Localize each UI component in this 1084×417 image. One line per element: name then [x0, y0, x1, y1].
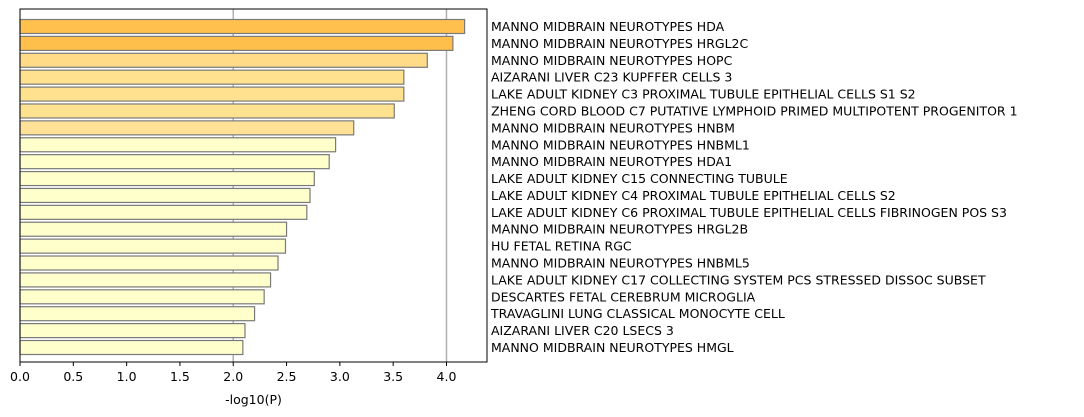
axes-frame — [19, 8, 488, 363]
category-label: LAKE ADULT KIDNEY C3 PROXIMAL TUBULE EPI… — [491, 87, 916, 102]
x-axis-label: -log10(P) — [225, 392, 282, 407]
bar — [19, 238, 287, 254]
bar — [19, 154, 330, 170]
bar — [19, 52, 428, 68]
category-label: AIZARANI LIVER C23 KUPFFER CELLS 3 — [491, 70, 732, 85]
bar — [19, 69, 405, 85]
category-label: MANNO MIDBRAIN NEUROTYPES HNBM — [491, 120, 735, 135]
bar — [19, 18, 466, 35]
x-tick-label: 4.0 — [437, 369, 457, 384]
category-label: LAKE ADULT KIDNEY C6 PROXIMAL TUBULE EPI… — [491, 205, 1007, 220]
x-tick-label: 3.0 — [330, 369, 350, 384]
x-tick-label: 1.5 — [170, 369, 190, 384]
x-tick-label: 3.5 — [383, 369, 403, 384]
category-label: HU FETAL RETINA RGC — [491, 239, 632, 254]
category-label: MANNO MIDBRAIN NEUROTYPES HDA — [491, 19, 725, 34]
x-tick-label: 1.0 — [117, 369, 137, 384]
bar — [19, 120, 355, 136]
category-label: ZHENG CORD BLOOD C7 PUTATIVE LYMPHOID PR… — [491, 103, 1018, 118]
category-labels: MANNO MIDBRAIN NEUROTYPES HDA MANNO MIDBR… — [490, 19, 1018, 355]
category-label: MANNO MIDBRAIN NEUROTYPES HNBML5 — [491, 256, 750, 271]
category-label: MANNO MIDBRAIN NEUROTYPES HMGL — [491, 340, 734, 355]
x-axis-ticks: 0.0 0.5 1.0 1.5 2.0 2.5 3.0 3.5 4.0 — [10, 362, 456, 384]
category-label: DESCARTES FETAL CEREBRUM MICROGLIA — [491, 289, 756, 304]
bar — [19, 323, 246, 339]
category-label: LAKE ADULT KIDNEY C4 PROXIMAL TUBULE EPI… — [491, 188, 896, 203]
bar — [19, 35, 454, 51]
bar — [19, 187, 311, 204]
bar — [19, 204, 308, 220]
bar — [19, 289, 265, 305]
bar — [19, 137, 337, 153]
x-tick-label: 0.5 — [63, 369, 83, 384]
bar — [19, 272, 272, 288]
category-label: AIZARANI LIVER C20 LSECS 3 — [491, 323, 674, 338]
bar — [19, 339, 244, 356]
bars — [19, 18, 466, 356]
category-label: MANNO MIDBRAIN NEUROTYPES HNBML1 — [491, 137, 750, 152]
category-label: MANNO MIDBRAIN NEUROTYPES HDA1 — [491, 154, 732, 169]
bar — [19, 221, 288, 237]
bar — [19, 255, 279, 271]
x-tick-label: 2.0 — [223, 369, 243, 384]
category-label: MANNO MIDBRAIN NEUROTYPES HRGL2B — [491, 222, 748, 237]
bar — [19, 170, 315, 187]
category-label: LAKE ADULT KIDNEY C17 COLLECTING SYSTEM … — [491, 272, 986, 287]
x-tick-label: 0.0 — [10, 369, 30, 384]
category-label: TRAVAGLINI LUNG CLASSICAL MONOCYTE CELL — [490, 306, 785, 321]
category-label: LAKE ADULT KIDNEY C15 CONNECTING TUBULE — [491, 171, 788, 186]
x-tick-label: 2.5 — [277, 369, 297, 384]
category-label: MANNO MIDBRAIN NEUROTYPES HRGL2C — [491, 36, 748, 51]
bar — [19, 103, 395, 119]
bar — [19, 306, 256, 322]
category-label: MANNO MIDBRAIN NEUROTYPES HOPC — [491, 53, 733, 68]
bar — [19, 86, 405, 102]
